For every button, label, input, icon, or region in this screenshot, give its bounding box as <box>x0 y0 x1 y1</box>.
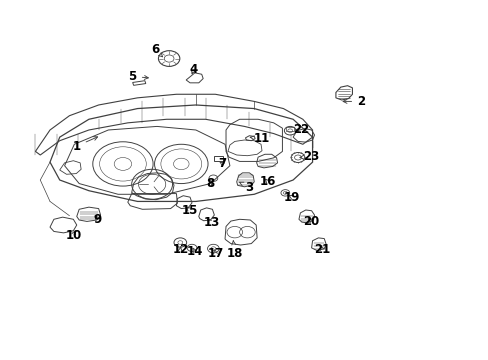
Bar <box>286 127 293 131</box>
Text: 6: 6 <box>151 43 162 57</box>
Text: 23: 23 <box>299 150 319 163</box>
Text: 8: 8 <box>206 177 214 190</box>
Text: 17: 17 <box>207 247 223 260</box>
Text: 2: 2 <box>343 95 365 108</box>
Text: 19: 19 <box>284 191 300 204</box>
Text: 11: 11 <box>250 132 269 145</box>
Text: 1: 1 <box>73 137 98 153</box>
Text: 21: 21 <box>313 243 330 256</box>
Text: 14: 14 <box>186 245 203 258</box>
Bar <box>214 157 223 161</box>
Text: 9: 9 <box>93 213 102 226</box>
Text: 5: 5 <box>128 70 148 83</box>
Text: 20: 20 <box>303 215 319 228</box>
Text: 18: 18 <box>226 241 243 260</box>
Text: 3: 3 <box>239 181 253 194</box>
Text: 10: 10 <box>65 229 81 242</box>
Text: 7: 7 <box>218 157 226 170</box>
Text: 4: 4 <box>189 63 197 76</box>
Text: 15: 15 <box>182 204 198 217</box>
Text: 22: 22 <box>292 123 308 136</box>
Text: 13: 13 <box>203 216 219 229</box>
Text: 16: 16 <box>259 175 275 188</box>
Text: 12: 12 <box>172 243 188 256</box>
